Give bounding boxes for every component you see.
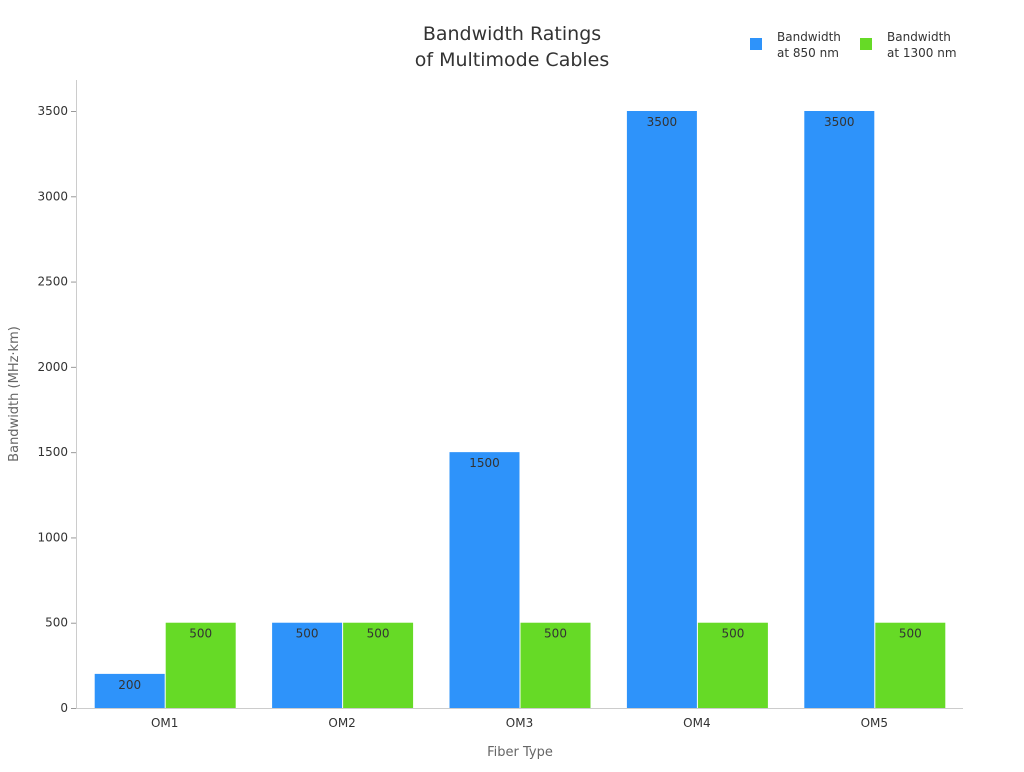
data-label: 3500	[824, 115, 855, 129]
x-tick-label: OM4	[683, 716, 710, 730]
bar-om4-series1	[626, 111, 697, 708]
legend-label-line1: Bandwidth	[887, 30, 951, 44]
bar-om3-series1	[449, 452, 520, 708]
y-tick-label: 2000	[37, 360, 68, 374]
x-tick-label: OM3	[506, 716, 533, 730]
data-label: 500	[367, 627, 390, 641]
legend-label-line2: at 850 nm	[777, 46, 839, 60]
x-tick-label: OM1	[151, 716, 178, 730]
x-tick-label: OM5	[861, 716, 888, 730]
x-axis-label: Fiber Type	[487, 745, 553, 760]
legend: Bandwidth at 850 nm Bandwidth at 1300 nm	[750, 30, 957, 60]
y-tick-label: 3500	[37, 104, 68, 118]
data-label: 1500	[469, 456, 500, 470]
data-label: 500	[296, 627, 319, 641]
data-label: 3500	[647, 115, 678, 129]
y-axis-label: Bandwidth (MHz·km)	[7, 326, 22, 462]
data-label: 500	[189, 627, 212, 641]
bar-om2-series1	[272, 622, 343, 708]
bar-om4-series2	[697, 622, 768, 708]
y-tick-label: 2500	[37, 275, 68, 289]
chart-title-line1: Bandwidth Ratings	[423, 23, 601, 45]
y-tick-label: 500	[45, 616, 68, 630]
legend-label-line2: at 1300 nm	[887, 46, 957, 60]
bar-om2-series2	[343, 622, 414, 708]
data-label: 500	[721, 627, 744, 641]
y-tick-label: 1000	[37, 530, 68, 544]
bar-om5-series1	[804, 111, 875, 708]
y-tick-label: 1500	[37, 445, 68, 459]
bar-om5-series2	[875, 622, 946, 708]
legend-label-line1: Bandwidth	[777, 30, 841, 44]
x-tick-label: OM2	[328, 716, 355, 730]
legend-swatch	[860, 38, 872, 50]
y-tick-label: 3000	[37, 189, 68, 203]
bar-om1-series1	[94, 673, 165, 708]
data-label: 200	[118, 678, 141, 692]
y-tick-label: 0	[60, 701, 68, 715]
data-label: 500	[544, 627, 567, 641]
data-label: 500	[899, 627, 922, 641]
legend-swatch	[750, 38, 762, 50]
bar-om3-series2	[520, 622, 591, 708]
bar-om1-series2	[165, 622, 236, 708]
chart-title-line2: of Multimode Cables	[415, 49, 610, 71]
